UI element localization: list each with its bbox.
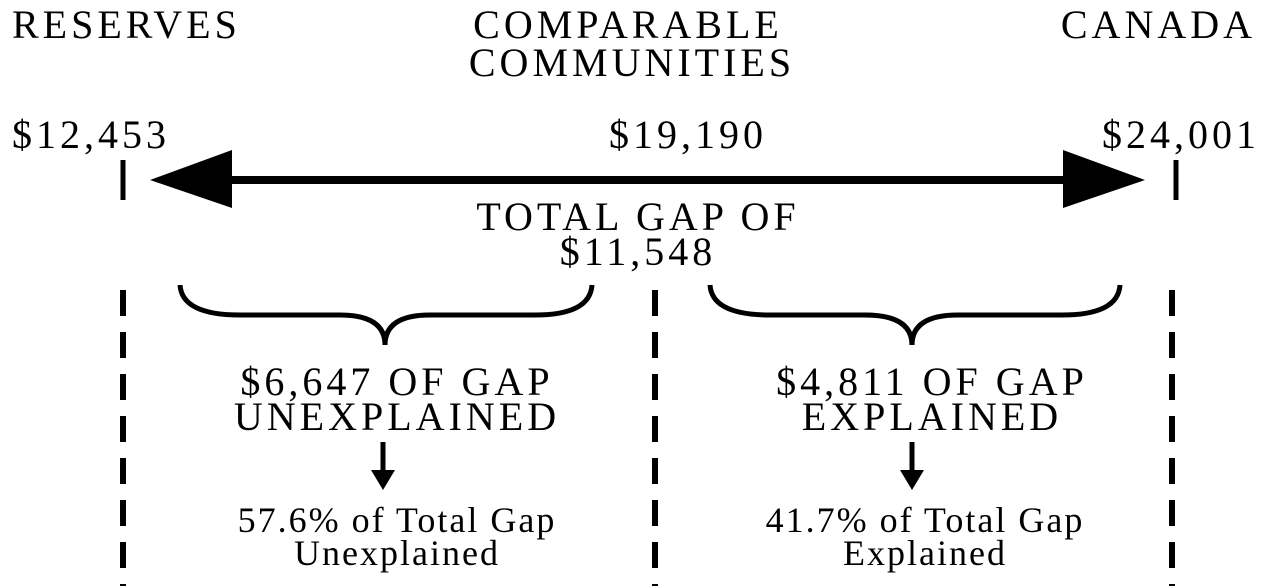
gap-text: UNEXPLAINED [234, 394, 560, 439]
header-label: RESERVES [12, 2, 241, 47]
amount: $12,453 [12, 112, 170, 157]
down-arrow-head [371, 470, 395, 490]
share-text: Explained [843, 533, 1007, 573]
header-label: CANADA [1061, 2, 1256, 47]
arrow-head [1063, 150, 1145, 208]
share-text: 57.6% of Total Gap [238, 500, 557, 540]
arrow-head [150, 150, 232, 208]
total-gap: $11,548 [560, 229, 717, 274]
amount: $24,001 [1102, 112, 1260, 157]
gap-text: EXPLAINED [802, 394, 1062, 439]
gap-text: $6,647 OF GAP [240, 359, 553, 404]
amount: $19,190 [609, 112, 767, 157]
gap-text: $4,811 OF GAP [776, 359, 1088, 404]
share-text: Unexplained [294, 533, 500, 573]
down-arrow-head [900, 470, 924, 490]
header-label: COMMUNITIES [469, 40, 795, 85]
header-label: COMPARABLE [473, 2, 783, 47]
share-text: 41.7% of Total Gap [766, 500, 1085, 540]
brace [707, 284, 1123, 346]
total-gap: TOTAL GAP OF [476, 194, 799, 239]
brace [177, 284, 595, 346]
